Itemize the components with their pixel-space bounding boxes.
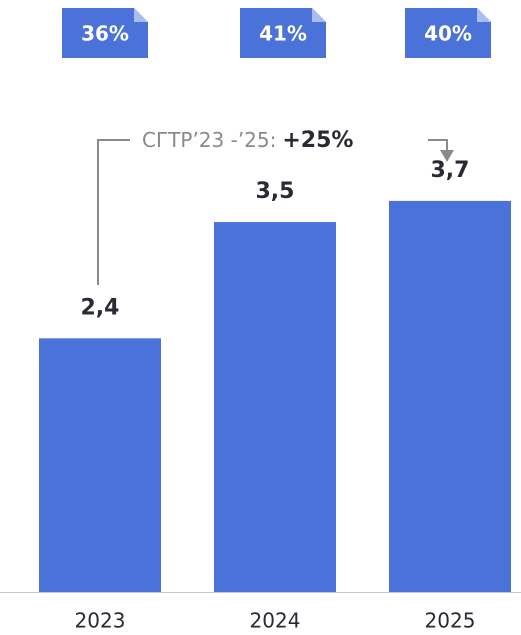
- bracket-left: [97, 139, 130, 285]
- x-tick-label: 2024: [250, 609, 301, 633]
- annotation-value: +25%: [282, 128, 353, 153]
- badge-fold: [134, 8, 148, 22]
- x-tick-label: 2023: [75, 609, 126, 633]
- value-label: 3,5: [256, 179, 295, 204]
- annotation-label: СГТР’23 -’25:: [142, 128, 276, 152]
- bar: [39, 338, 161, 592]
- bar: [389, 200, 511, 592]
- badge-label: 40%: [424, 22, 472, 46]
- badge: [240, 8, 326, 58]
- value-label: 2,4: [81, 295, 120, 320]
- annotation: СГТР’23 -’25: +25%: [142, 128, 353, 154]
- bar: [214, 222, 336, 593]
- badge: [62, 8, 148, 58]
- bracket-right: [428, 139, 448, 152]
- badge: [405, 8, 491, 58]
- badge-label: 41%: [259, 22, 307, 46]
- badge-label: 36%: [81, 22, 129, 46]
- badge-fold: [477, 8, 491, 22]
- x-tick-label: 2025: [425, 609, 476, 633]
- badge-fold: [312, 8, 326, 22]
- value-label: 3,7: [431, 158, 470, 183]
- arrow-head: [440, 150, 454, 162]
